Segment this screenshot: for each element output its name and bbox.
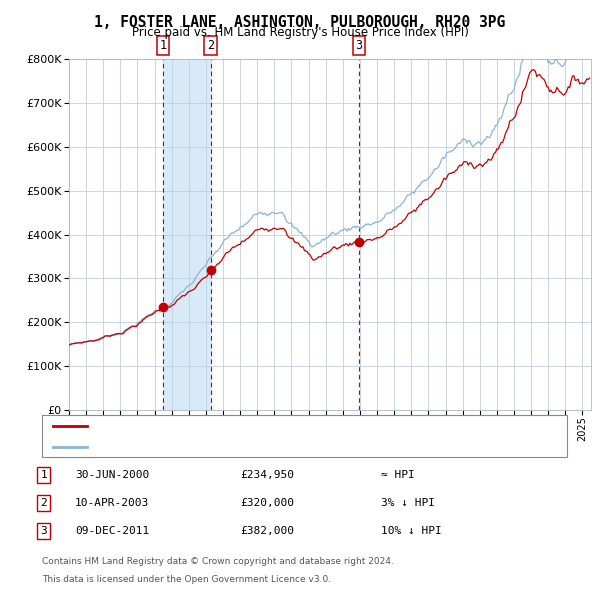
Text: 1, FOSTER LANE, ASHINGTON, PULBOROUGH, RH20 3PG (detached house): 1, FOSTER LANE, ASHINGTON, PULBOROUGH, R…	[93, 421, 480, 431]
Text: £382,000: £382,000	[240, 526, 294, 536]
Text: ≈ HPI: ≈ HPI	[381, 470, 415, 480]
Text: 3: 3	[355, 39, 362, 52]
Text: 30-JUN-2000: 30-JUN-2000	[75, 470, 149, 480]
Text: 1, FOSTER LANE, ASHINGTON, PULBOROUGH, RH20 3PG: 1, FOSTER LANE, ASHINGTON, PULBOROUGH, R…	[94, 15, 506, 30]
Text: Price paid vs. HM Land Registry's House Price Index (HPI): Price paid vs. HM Land Registry's House …	[131, 26, 469, 39]
Text: 2: 2	[207, 39, 214, 52]
Text: HPI: Average price, detached house, Horsham: HPI: Average price, detached house, Hors…	[93, 442, 333, 451]
Text: 3: 3	[40, 526, 47, 536]
Text: 10% ↓ HPI: 10% ↓ HPI	[381, 526, 442, 536]
Text: £234,950: £234,950	[240, 470, 294, 480]
Text: This data is licensed under the Open Government Licence v3.0.: This data is licensed under the Open Gov…	[42, 575, 331, 584]
Bar	[163, 59, 211, 410]
Text: £320,000: £320,000	[240, 498, 294, 507]
Text: 1: 1	[40, 470, 47, 480]
Text: 09-DEC-2011: 09-DEC-2011	[75, 526, 149, 536]
Text: Contains HM Land Registry data © Crown copyright and database right 2024.: Contains HM Land Registry data © Crown c…	[42, 558, 394, 566]
Text: 2: 2	[40, 498, 47, 507]
Text: 10-APR-2003: 10-APR-2003	[75, 498, 149, 507]
Text: 3% ↓ HPI: 3% ↓ HPI	[381, 498, 435, 507]
Text: 1: 1	[160, 39, 167, 52]
